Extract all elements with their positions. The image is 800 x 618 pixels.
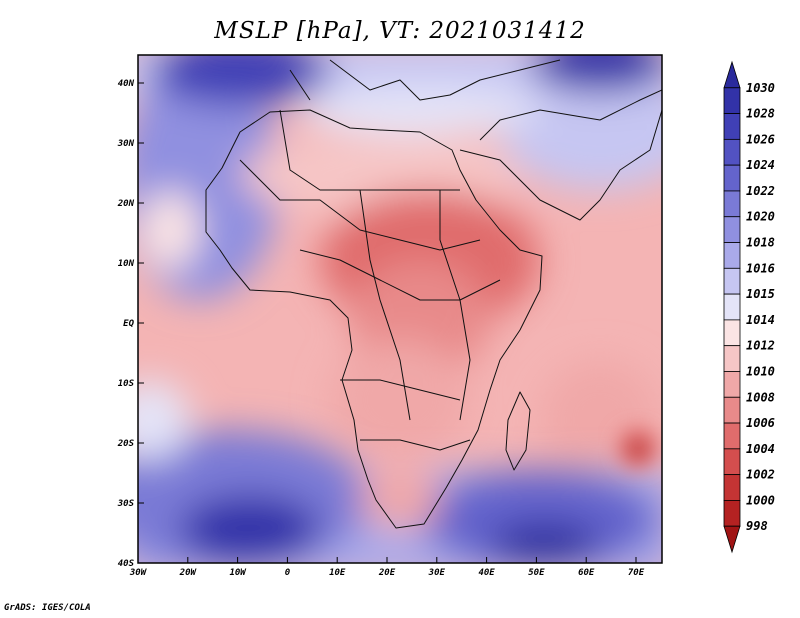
colorbar-swatch [723,164,741,192]
colorbar-level-label: 1026 [746,132,775,146]
lon-tick-label: 50E [528,568,545,578]
colorbar-level-label: 1008 [746,390,775,404]
colorbar: 1030 1028 1026 1024 1022 1020 1018 1016 1015 1014… [723,60,775,554]
colorbar-level-label: 998 [746,519,768,533]
colorbar-swatch [723,448,741,476]
colorbar-level-label: 1006 [746,416,775,430]
colorbar-swatch [723,190,741,218]
colorbar-swatch [723,422,741,450]
lon-tick-label: 40E [478,568,495,578]
lat-tick-label: 30N [117,139,135,149]
colorbar-swatch [723,242,741,269]
colorbar-level-label: 1014 [746,313,775,327]
colorbar-level-label: 1022 [746,184,775,198]
lon-tick-label: 0 [285,568,291,578]
lat-tick-label: 10N [118,259,135,269]
colorbar-level-label: 1000 [746,493,775,507]
colorbar-level-label: 1004 [746,442,775,456]
map-title: MSLP [hPa], VT: 2021031412 [214,18,586,44]
colorbar-level-label: 1012 [746,339,775,353]
lon-tick-label: 30E [428,568,446,578]
colorbar-level-label: 1016 [746,261,775,275]
colorbar-swatch [723,87,741,114]
lon-tick-label: 20W [179,568,198,578]
longitude-axis: 30W 20W 10W 0 10E 20E 30E 40E 50E 60E 70E [129,557,645,578]
colorbar-swatch [723,345,741,372]
colorbar-swatch [723,267,741,295]
lat-tick-label: EQ [123,319,134,329]
colorbar-swatch [723,216,741,243]
colorbar-swatch [723,474,741,501]
colorbar-swatch [723,371,741,398]
colorbar-swatch [723,138,741,166]
colorbar-swatch [723,319,741,347]
lon-tick-label: 10E [329,568,346,578]
lat-tick-label: 30S [117,499,135,509]
latitude-axis: 40N 30N 20N 10N EQ 10S 20S 30S 40S [117,79,144,569]
plot-frame [137,54,663,564]
coastlines [205,59,662,529]
lat-tick-label: 20N [117,199,135,209]
colorbar-swatch [723,60,741,89]
colorbar-swatch [723,525,741,554]
lon-tick-label: 20E [378,568,396,578]
colorbar-swatch [723,113,741,140]
colorbar-level-label: 1015 [746,287,775,301]
lon-tick-label: 70E [628,568,645,578]
lon-tick-label: 60E [578,568,595,578]
colorbar-level-label: 1030 [746,81,775,95]
lon-tick-label: 30W [129,568,148,578]
colorbar-level-label: 1020 [746,210,775,224]
lon-tick-label: 10W [229,568,247,578]
lat-tick-label: 20S [117,439,135,449]
pressure-field [138,55,662,563]
lat-tick-label: 40S [118,559,135,569]
footer-credit: GrADS: IGES/COLA [4,603,91,613]
lat-tick-label: 40N [118,79,135,89]
colorbar-level-label: 1028 [746,107,775,121]
colorbar-swatch [723,396,741,424]
colorbar-level-label: 1024 [746,158,775,172]
colorbar-level-label: 1018 [746,236,775,250]
colorbar-level-label: 1002 [746,468,775,482]
lat-tick-label: 10S [118,379,135,389]
colorbar-swatch [723,500,741,527]
colorbar-swatch [723,293,741,321]
colorbar-level-label: 1010 [746,364,775,378]
